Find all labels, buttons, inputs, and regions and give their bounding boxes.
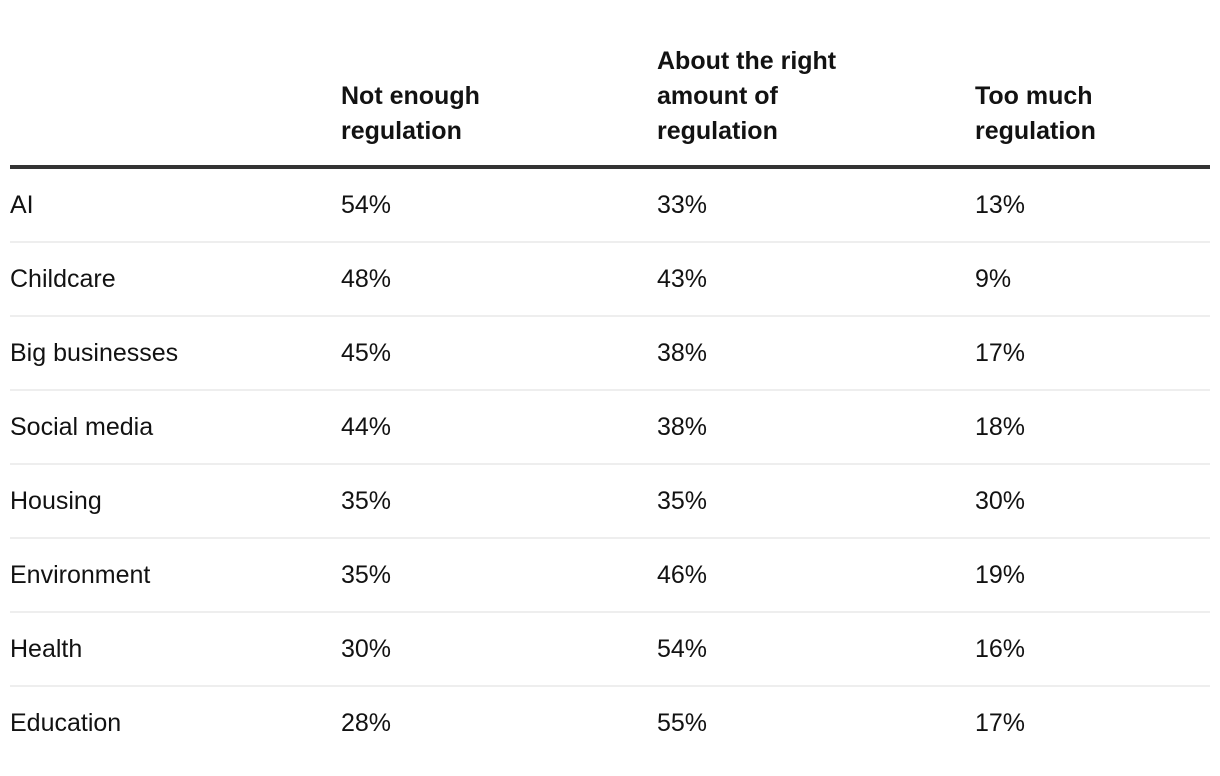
table-cell: 55% [657, 709, 708, 737]
table-cell: 19% [975, 538, 1210, 613]
table-cell: 35% [341, 464, 657, 539]
table-cell: 38% [657, 316, 975, 391]
table-row: Childcare 48% 43% 9% [10, 242, 1210, 317]
table-cell: 18% [975, 390, 1210, 465]
table-cell: 17% [975, 709, 1026, 737]
row-label: Education [10, 709, 122, 737]
table-row: Housing 35% 35% 30% [10, 464, 1210, 539]
table-cell: 30% [975, 464, 1210, 539]
table-row: Environment 35% 46% 19% [10, 538, 1210, 613]
header-about-right: About the right amount of regulation [657, 0, 975, 169]
header-row: Not enough regulation About the right am… [10, 0, 1210, 169]
row-label: Environment [10, 538, 341, 613]
table-cell: 46% [657, 538, 975, 613]
row-label: Childcare [10, 242, 341, 317]
table-cell: 54% [657, 612, 975, 687]
table-cell: 9% [975, 242, 1210, 317]
regulation-table: Not enough regulation About the right am… [10, 0, 1210, 759]
regulation-table-container: Not enough regulation About the right am… [10, 0, 1210, 759]
table-header: Not enough regulation About the right am… [10, 0, 1210, 169]
row-label: Big businesses [10, 316, 341, 391]
table-cell: 13% [975, 167, 1210, 243]
table-cell: 35% [657, 464, 975, 539]
table-cell: 43% [657, 242, 975, 317]
table-cell: 16% [975, 612, 1210, 687]
table-cell: 17% [975, 316, 1210, 391]
header-too-much: Too much regulation [975, 0, 1210, 169]
table-cell: 33% [657, 167, 975, 243]
table-cell: 35% [341, 538, 657, 613]
row-label: Housing [10, 464, 341, 539]
table-cell: 38% [657, 390, 975, 465]
table-body: AI 54% 33% 13% Childcare 48% 43% 9% Big … [10, 167, 1210, 759]
table-cell: 28% [341, 709, 392, 737]
table-cell: 45% [341, 316, 657, 391]
row-label: Health [10, 612, 341, 687]
row-label: AI [10, 167, 341, 243]
header-topic-blank [10, 0, 341, 169]
header-too-much-label: Too much regulation [975, 82, 1096, 145]
table-row: AI 54% 33% 13% [10, 167, 1210, 243]
row-label: Social media [10, 390, 341, 465]
table-cell: 30% [341, 612, 657, 687]
header-about-right-label: About the right amount of regulation [657, 47, 837, 145]
header-not-enough-label: Not enough regulation [341, 82, 480, 145]
table-row: Big businesses 45% 38% 17% [10, 316, 1210, 391]
header-not-enough: Not enough regulation [341, 0, 657, 169]
table-cell: 44% [341, 390, 657, 465]
table-row: Education 28% 55% 17% [10, 686, 1210, 759]
table-row: Health 30% 54% 16% [10, 612, 1210, 687]
table-row: Social media 44% 38% 18% [10, 390, 1210, 465]
table-cell: 48% [341, 242, 657, 317]
table-cell: 54% [341, 167, 657, 243]
